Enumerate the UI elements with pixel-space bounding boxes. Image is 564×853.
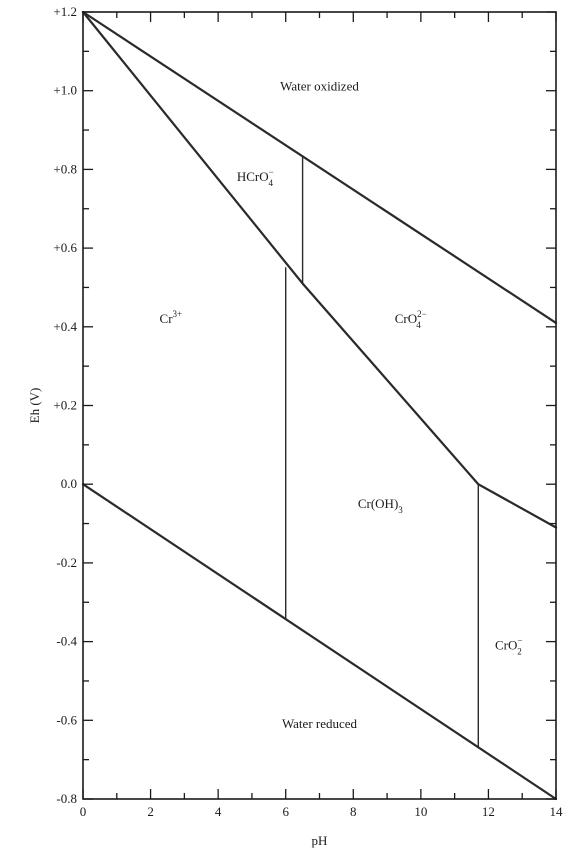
species-label: Cr(OH)3	[358, 496, 403, 515]
y-tick-label: +0.2	[53, 398, 77, 413]
x-tick-label: 12	[482, 804, 495, 819]
x-tick-label: 14	[550, 804, 564, 819]
y-tick-labels: +1.2 +1.0 +0.8 +0.6 +0.4 +0.2 0.0 -0.2 -0.4 -0.6 -…	[53, 4, 77, 806]
x-tick-label: 10	[414, 804, 427, 819]
plot-frame	[82, 11, 557, 800]
region-label: Water reduced	[282, 716, 358, 731]
y-tick-label: -0.2	[56, 555, 77, 570]
y-tick-label: -0.4	[56, 634, 77, 649]
y-tick-label: +0.4	[53, 319, 77, 334]
y-tick-label: +0.8	[53, 161, 77, 176]
x-tick-label: 4	[215, 804, 222, 819]
species-label: CrO− 2	[495, 635, 522, 656]
y-tick-label: +1.2	[53, 4, 77, 19]
x-tick-label: 2	[147, 804, 154, 819]
species-label: Cr3+	[160, 309, 183, 326]
y-tick-label: -0.6	[56, 712, 77, 727]
boundary-line	[81, 10, 558, 324]
x-tick-label: 8	[350, 804, 357, 819]
x-tick-label: 0	[80, 804, 87, 819]
species-labels: HCrO− 4 Cr3+ CrO2− 4 Cr(OH)3 CrO− 2	[160, 167, 523, 656]
region-label: Water oxidized	[280, 79, 359, 94]
boundary-line	[81, 10, 558, 529]
boundary-lines	[81, 10, 558, 801]
boundary-line	[81, 483, 558, 801]
y-tick-label: -0.8	[56, 791, 77, 806]
x-tick-labels: 0 2 4 6 8 10 12 14	[80, 804, 563, 819]
region-labels: Water oxidized Water reduced	[280, 79, 359, 731]
x-axis-title: pH	[312, 833, 328, 848]
y-tick-label: +1.0	[53, 83, 77, 98]
y-tick-label: 0.0	[61, 476, 77, 491]
species-label: HCrO− 4	[237, 167, 274, 188]
y-axis-title: Eh (V)	[27, 388, 42, 424]
x-tick-label: 6	[282, 804, 289, 819]
species-label: CrO2− 4	[395, 309, 427, 330]
y-tick-label: +0.6	[53, 240, 77, 255]
